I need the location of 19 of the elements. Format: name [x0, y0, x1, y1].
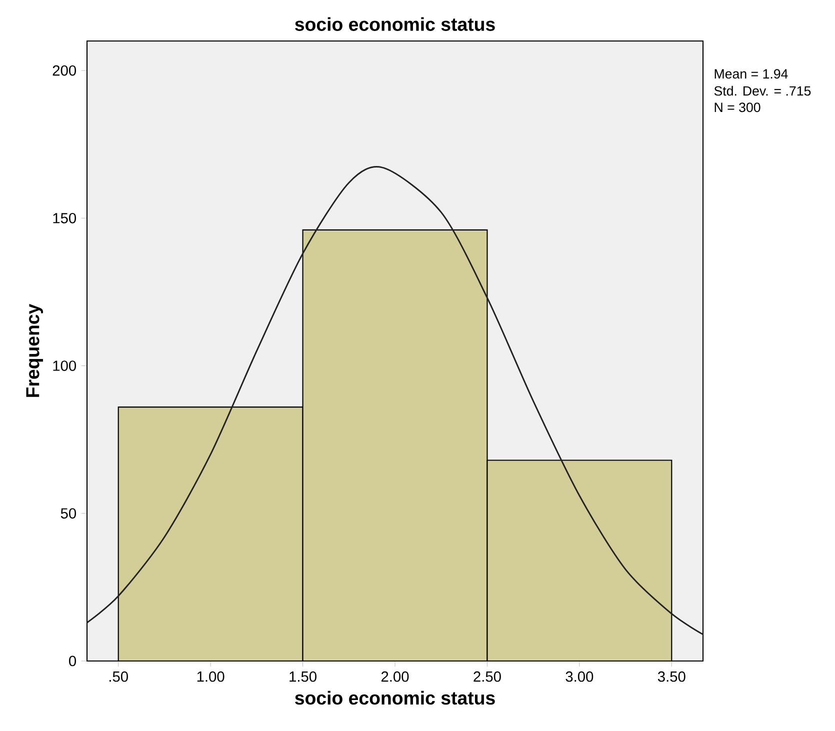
y-tick-label: 200: [52, 65, 76, 76]
x-tick-label: 1.00: [197, 671, 224, 682]
y-tick-label: 50: [60, 508, 76, 519]
y-tick-label: 150: [53, 212, 76, 224]
text: N = 300: [714, 102, 760, 112]
x-axis-title: socio economic status: [295, 690, 495, 705]
x-tick-label: 2.00: [381, 671, 409, 682]
y-tick-label: 100: [53, 360, 76, 371]
text: Std. Dev. = .715: [714, 86, 811, 96]
y-tick-label: 0: [69, 656, 76, 666]
x-tick-label: 2.50: [474, 671, 501, 682]
chart-title: socio economic status: [295, 17, 495, 31]
y-axis-title: Frequency: [26, 304, 43, 397]
text: Mean = 1.94: [714, 69, 788, 79]
x-tick-label: .50: [110, 671, 128, 682]
line-series: [86, 166, 704, 636]
x-tick-label: 3.50: [658, 671, 686, 682]
x-tick-label: 1.50: [290, 671, 316, 682]
x-tick-label: 3.00: [566, 671, 594, 682]
